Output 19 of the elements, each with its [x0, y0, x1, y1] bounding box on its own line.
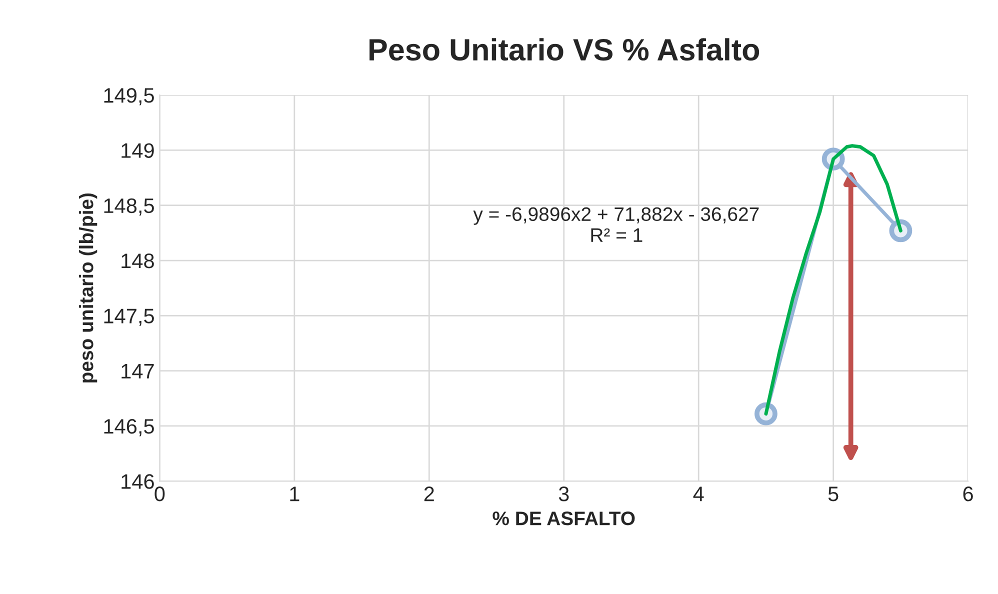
x-tick-label: 3 [558, 486, 569, 502]
y-tick-label: 149 [122, 143, 154, 158]
y-tick-label: 148 [122, 254, 154, 268]
chart-title: Peso Unitario VS % Asfalto [370, 38, 760, 61]
y-axis-title: peso unitario (lb/pie) [79, 193, 98, 382]
y-tick-label: 146 [122, 474, 154, 489]
y-tick-label: 147,5 [104, 308, 154, 326]
annotation: y = -6,9896x2 + 71,882x - 36,627 R² = 1 [473, 207, 759, 242]
x-axis-title: % DE ASFALTO [492, 511, 635, 526]
x-tick-label: 1 [290, 486, 300, 502]
x-tick-label: 2 [424, 486, 434, 502]
x-tick-label: 6 [963, 486, 973, 502]
x-tick-label: 0 [154, 486, 165, 502]
y-tick-label: 147 [122, 364, 154, 378]
y-tick-label: 146,5 [104, 418, 154, 436]
x-tick-label: 4 [693, 486, 704, 502]
x-tick-label: 5 [828, 486, 838, 502]
y-tick-label: 148,5 [104, 198, 154, 216]
y-tick-label: 149,5 [104, 88, 154, 106]
